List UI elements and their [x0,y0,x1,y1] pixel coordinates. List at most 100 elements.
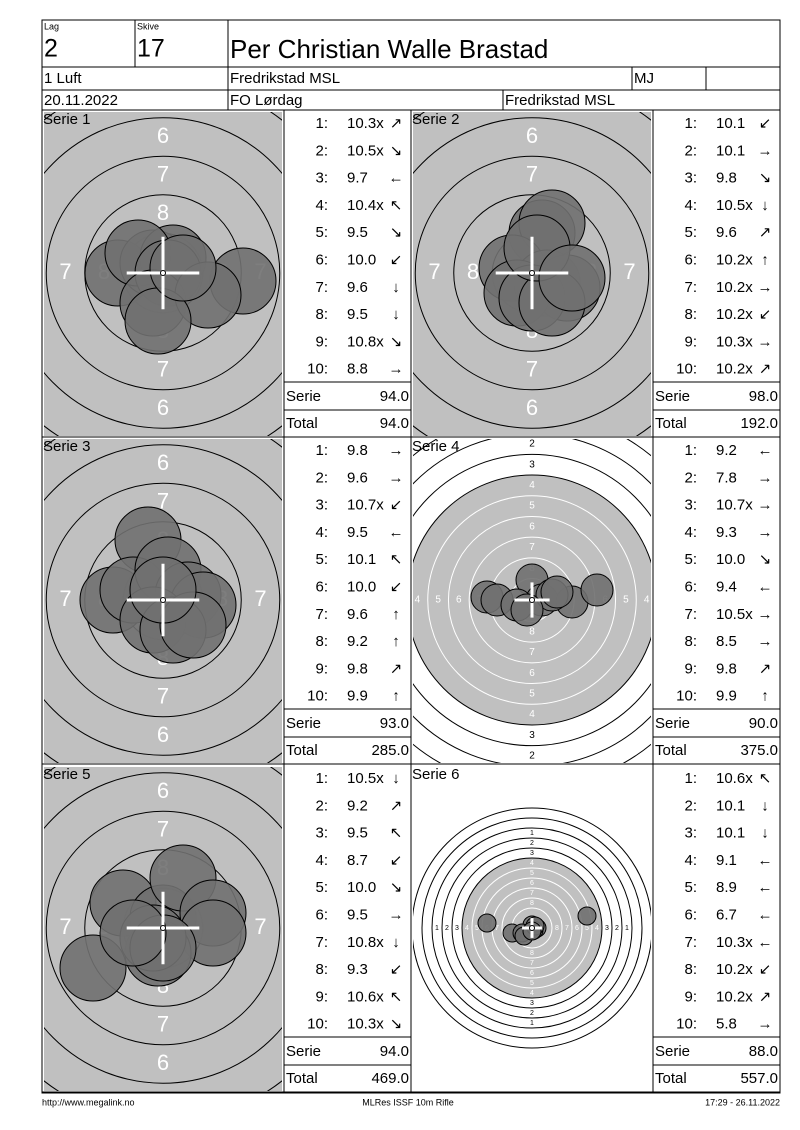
shot-score: 10.2x [716,361,753,378]
ring-label: 8 [530,950,534,957]
ring-label: 5 [529,501,535,512]
shot-score: 9.2 [347,797,368,814]
ring-label: 1 [625,925,629,932]
ring [45,810,281,1046]
shot-arrow: ↓ [761,197,769,214]
shot-score: 10.4x [347,197,384,214]
ring [413,117,651,429]
shot-score: 8.5 [716,633,737,650]
shot-arrow: ↑ [392,606,400,623]
target: 666677778888 [44,439,282,763]
shot-arrow: ↘ [759,170,772,187]
target: 2222333344445555666677778888 [413,439,651,763]
shot-number: 1: [315,770,328,787]
shot-arrow: ↙ [390,578,403,595]
serie-sum: 98.0 [749,388,778,405]
ring-label: 5 [530,870,534,877]
ring-label: 6 [530,970,534,977]
shot-number: 8: [315,306,328,323]
ring-label: 4 [644,595,650,606]
ring-label: 7 [530,890,534,897]
shot-number: 7: [684,934,697,951]
shot-number: 4: [315,524,328,541]
shot-number: 1: [684,442,697,459]
total-label: Total [286,742,318,759]
serie-sum: 94.0 [380,1043,409,1060]
shot-arrow: ↖ [390,551,403,568]
shot-arrow: ↘ [390,142,403,159]
ring [413,807,651,1049]
ring-label: 2 [615,925,619,932]
shot-score: 9.8 [347,660,368,677]
skive-label: Skive [137,21,159,31]
shot-score: 9.7 [347,170,368,187]
shot-score: 10.6x [347,988,384,1005]
shot-number: 2: [315,797,328,814]
shot-arrow: ↗ [759,660,772,677]
shot-score: 10.7x [347,497,384,514]
shot-arrow: ↓ [392,279,400,296]
shot-score: 9.9 [716,688,737,705]
shot-arrow: ↙ [390,961,403,978]
shot-arrow: ← [758,852,773,869]
center-dot [529,270,535,276]
ring-label: 2 [529,439,535,450]
shot-number: 9: [315,988,328,1005]
shot-arrow: ← [758,934,773,951]
shot-number: 2: [684,142,697,159]
serie-label: Serie [286,1043,321,1060]
total-label: Total [655,415,687,432]
shot-score: 9.5 [347,825,368,842]
center-dot [529,597,535,603]
shot-number: 2: [315,142,328,159]
ring-label: 1 [530,1020,534,1027]
ring-label: 6 [157,450,169,475]
center-dot [529,925,535,931]
ring-label: 2 [445,925,449,932]
shot-score: 9.2 [716,442,737,459]
shot-arrow: ↑ [392,688,400,705]
shot-number: 3: [315,497,328,514]
shot-score: 9.1 [716,852,737,869]
ring-label: 7 [157,1011,169,1036]
lag-label: Lag [44,21,59,31]
shot-number: 6: [684,578,697,595]
shot-arrow: ↓ [392,770,400,787]
shot-score: 10.0 [347,251,376,268]
ring-label: 7 [529,647,535,658]
ring-label: 8 [555,925,559,932]
shot-score: 7.8 [716,469,737,486]
total-sum: 192.0 [740,415,778,432]
ring-label: 4 [530,860,534,867]
shot-score: 10.8x [347,934,384,951]
ring-label: 3 [530,850,534,857]
ring-label: 6 [575,925,579,932]
shot-arrow: ↑ [761,688,769,705]
ring-label: 6 [662,259,674,284]
ring-label: 7 [157,816,169,841]
shot-score: 9.9 [347,688,368,705]
shot-arrow: ← [758,879,773,896]
shot-arrow: → [758,497,773,514]
shot-score: 10.8x [347,333,384,350]
shot-score: 10.2x [716,961,753,978]
shot-arrow: ← [758,906,773,923]
shot-number: 10: [307,1016,328,1033]
ring-label: 2 [530,1010,534,1017]
ring-label: 1 [530,830,534,837]
ring-label: 6 [529,521,535,532]
shot-arrow: ↙ [390,497,403,514]
ring [414,155,650,391]
ring-label: 1 [435,925,439,932]
shot-number: 3: [684,497,697,514]
shot-number: 9: [684,660,697,677]
shot-arrow: ↘ [759,551,772,568]
ring-label: 7 [530,960,534,967]
shot-arrow: → [758,1016,773,1033]
total-sum: 557.0 [740,1070,778,1087]
total-label: Total [286,1070,318,1087]
footer-time: 17:29 - 26.11.2022 [705,1097,780,1107]
shot-score: 10.2x [716,306,753,323]
shot-number: 10: [676,688,697,705]
shot-arrow: ↖ [759,770,772,787]
